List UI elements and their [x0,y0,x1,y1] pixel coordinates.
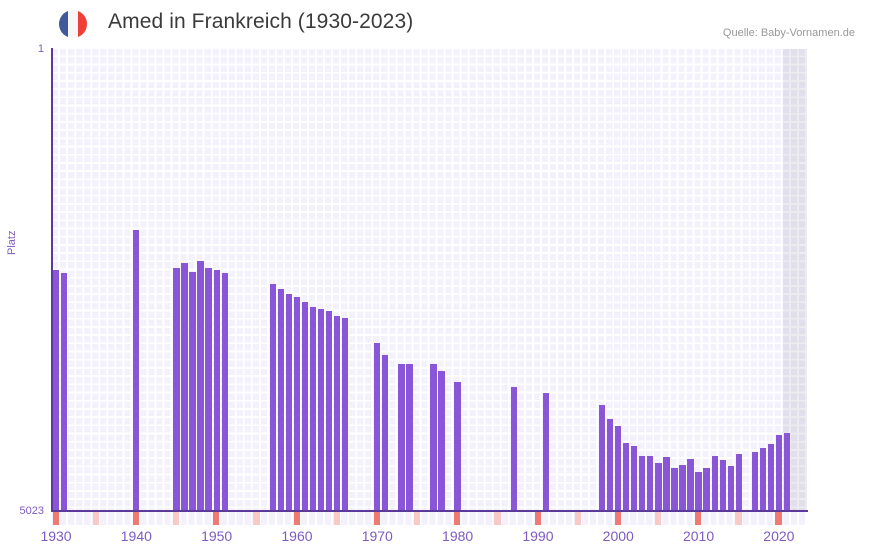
bar-1991 [542,392,550,511]
bar-2010 [695,472,702,511]
x-axis-line [51,510,808,512]
bar-1957 [269,284,276,511]
bar-2002 [631,446,638,511]
x-axis-label-2010: 2010 [682,528,715,544]
bar-1962 [309,306,317,511]
x-tick-1980 [454,512,461,525]
bars-layer [52,49,807,511]
bar-2001 [623,442,630,511]
bar-1958 [277,289,285,511]
bar-2005 [655,462,662,511]
y-axis-bottom-label: 5023 [19,505,44,517]
bar-1974 [406,364,413,511]
bar-2009 [687,459,694,511]
plot-area [52,49,807,511]
bar-1959 [285,293,293,511]
bar-1961 [301,301,309,511]
bar-1945 [173,267,180,511]
x-tick-1960 [293,512,300,525]
bar-2014 [727,465,734,511]
bar-2007 [671,467,678,511]
bar-1978 [438,370,445,511]
x-tick-2015 [735,512,742,525]
bar-1980 [454,381,461,511]
flag-stripe-blue [59,10,69,38]
x-axis-label-1970: 1970 [361,528,393,544]
x-axis-tick-strip [52,512,807,525]
x-tick-1995 [574,512,581,525]
x-tick-1965 [333,512,340,525]
bar-1960 [293,297,301,511]
bar-1973 [398,363,405,511]
x-tick-1970 [373,512,381,525]
bar-2004 [647,456,654,511]
x-axis-label-2000: 2000 [602,528,634,544]
x-tick-1930 [52,512,59,525]
tick-strip-grid [52,512,807,525]
bar-1949 [205,267,212,511]
bar-2006 [663,457,670,511]
x-axis-label-1990: 1990 [522,528,554,544]
bar-2021 [783,432,791,511]
x-tick-2020 [775,512,782,525]
bar-2017 [751,451,758,511]
x-tick-1990 [534,512,541,525]
bar-2020 [775,435,782,511]
bar-1946 [181,263,188,511]
bar-1970 [374,343,381,511]
bar-2013 [719,460,726,511]
bar-1950 [213,269,220,511]
bar-1948 [197,261,204,511]
bar-2012 [711,455,718,511]
bar-1931 [60,273,68,511]
x-tick-2000 [614,512,622,525]
bar-1947 [189,272,196,511]
x-tick-1950 [213,512,220,525]
bar-1966 [342,318,349,511]
bar-1940 [133,230,140,511]
bar-2008 [679,464,686,511]
x-tick-2005 [654,512,662,525]
x-tick-1985 [494,512,501,525]
chart-title: Amed in Frankreich (1930-2023) [108,10,414,33]
bar-2011 [703,468,710,511]
flag-stripe-white [68,10,78,38]
y-axis-title: Platz [6,230,18,255]
x-tick-1940 [132,512,140,525]
x-tick-1955 [253,512,260,525]
x-tick-1935 [92,512,99,525]
x-axis-label-1940: 1940 [120,528,152,544]
bar-1965 [334,315,341,511]
x-axis-label-1980: 1980 [442,528,474,544]
france-flag-icon [59,10,87,38]
bar-2019 [767,443,774,511]
bar-1987 [510,386,517,511]
bar-1963 [317,309,325,511]
bar-2015 [735,453,742,511]
bar-2018 [759,448,766,511]
x-tick-1945 [173,512,180,525]
bar-1930 [52,269,60,511]
flag-stripe-red [77,10,87,38]
bar-1964 [325,311,333,511]
bar-1951 [221,273,228,511]
bar-1998 [599,404,606,511]
x-axis-label-1930: 1930 [40,528,72,544]
x-tick-2010 [695,512,702,525]
bar-1977 [430,363,437,511]
bar-1999 [607,418,614,511]
y-axis-top-label: 1 [37,43,44,55]
chart-header: Amed in Frankreich (1930-2023) Quelle: B… [0,0,873,46]
x-tick-1975 [414,512,421,525]
source-note: Quelle: Baby-Vornamen.de [722,27,855,39]
bar-2003 [639,455,646,511]
x-axis-label-1960: 1960 [281,528,313,544]
bar-1971 [382,355,389,511]
x-axis-label-1950: 1950 [201,528,233,544]
x-axis-label-2020: 2020 [763,528,795,544]
bar-2000 [615,426,622,511]
y-axis-line [51,48,53,512]
